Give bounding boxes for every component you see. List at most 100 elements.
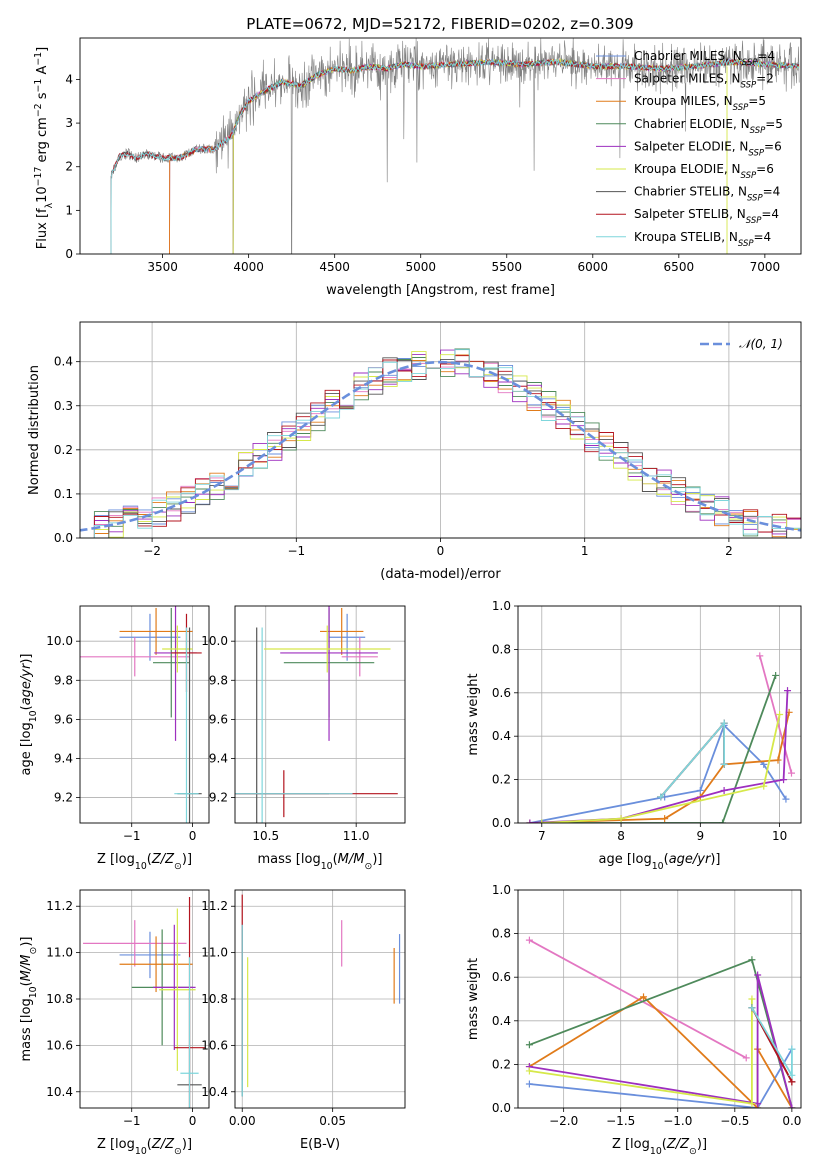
legend-label-name: Salpeter ELODIE, N [634, 139, 748, 153]
x-tick-label: 8 [617, 829, 625, 843]
weight-marker [782, 795, 790, 803]
x-tick-label: 7 [538, 829, 546, 843]
weight-line [529, 690, 789, 823]
x-tick-label: 1 [581, 544, 589, 558]
label-part: ⊙ [174, 861, 182, 872]
weight-marker [640, 993, 648, 1001]
y-tick-label: 11.2 [46, 899, 73, 913]
label-part: ⊙ [174, 1146, 182, 1157]
weight-marker [696, 786, 704, 794]
weight-line [758, 655, 793, 774]
label-part: ( [19, 705, 34, 710]
weight-marker [788, 1078, 796, 1086]
weight-marker [720, 760, 728, 768]
x-tick-label: 9 [697, 829, 705, 843]
label-part: Z/Z [151, 1137, 175, 1152]
weight_vs_Z-ylabel: mass weight [466, 958, 481, 1040]
weight-marker [784, 687, 792, 695]
y-tick-label: 10.6 [46, 1038, 73, 1052]
legend-label-name: Kroupa STELIB, N [634, 230, 738, 244]
weight-marker [617, 815, 625, 823]
age_vs_Z-axes: −1 0 9.2 9.4 9.6 9.8 10.0 [46, 606, 209, 843]
label-part: M/M [19, 955, 34, 982]
legend-label-value: =6 [764, 139, 782, 153]
mass_vs_Z-xlabel: Z [log10(Z/Z⊙)] [97, 1137, 192, 1157]
legend-label-name: Chabrier MILES, N [634, 49, 742, 63]
label-part: ] [35, 47, 50, 52]
legend-label: Chabrier ELODIE, NSSP=5 [634, 117, 783, 136]
weight-marker [525, 1067, 533, 1075]
legend-label-sub: SSP [741, 81, 757, 91]
y-tick-label: 2 [65, 160, 73, 174]
x-tick-label: −0.5 [720, 1114, 749, 1128]
y-tick-label: 0 [65, 247, 73, 261]
legend-label-sub: SSP [748, 148, 764, 158]
spectrum-frame [79, 37, 802, 255]
y-tick-label: 0.2 [54, 443, 73, 457]
weight_vs_Z-axes: −2.0 −1.5 −1.0 −0.5 0.0 0.0 0.2 0.4 0.6 0.8 1.0 [492, 883, 802, 1128]
y-tick-label: 10.4 [201, 1085, 228, 1099]
y-tick-label: 10.4 [46, 1085, 73, 1099]
y-tick-label: 1.0 [492, 599, 511, 613]
weight-marker [526, 819, 534, 823]
weight-marker [780, 776, 788, 784]
x-tick-label: 4000 [233, 260, 264, 274]
weight-marker [760, 782, 768, 790]
label-part: erg cm [35, 117, 50, 166]
label-part: 10 [28, 986, 39, 998]
label-part: )] [182, 852, 192, 867]
weight-marker [719, 819, 727, 823]
label-part: mass [log [19, 998, 34, 1061]
y-tick-label: 3 [65, 116, 73, 130]
legend-label: Chabrier MILES, NSSP=4 [634, 49, 775, 68]
weight-marker [661, 815, 669, 823]
label-part: age/yr [669, 852, 712, 867]
y-tick-label: 9.2 [54, 791, 73, 805]
y-tick-label: 0.6 [492, 686, 511, 700]
legend-label-name: Salpeter MILES, N [634, 72, 741, 86]
label-part: ⊙ [689, 1146, 697, 1157]
legend-label: Chabrier STELIB, NSSP=4 [634, 185, 780, 204]
legend-label-sub: SSP [747, 194, 763, 204]
y-tick-label: 0.2 [492, 1057, 511, 1071]
label-part: )] [710, 852, 720, 867]
weight-line [529, 712, 790, 823]
panels: 3500 4000 4500 5000 5500 6000 6500 700001234Cha… [19, 37, 802, 1157]
y-tick-label: 11.2 [201, 899, 228, 913]
label-part: 10 [135, 1146, 147, 1157]
y-tick-label: 10.8 [201, 992, 228, 1006]
legend-label-name: Chabrier STELIB, N [634, 185, 747, 199]
legend-label-name: Chabrier ELODIE, N [634, 117, 750, 131]
mass_vs_Z-frame [79, 889, 210, 1109]
legend-label: Salpeter ELODIE, NSSP=6 [634, 139, 782, 158]
mass_vs_ebv-axes: 0.00 0.05 10.4 10.6 10.8 11.0 11.2 [201, 890, 405, 1128]
weight-line [528, 939, 747, 1059]
legend-label-value: =4 [757, 49, 775, 63]
weight-marker [756, 652, 764, 660]
age_vs_Z-xlabel: Z [log10(Z/Z⊙)] [97, 852, 192, 872]
legend-label-value: =4 [761, 207, 779, 221]
normal-curve [80, 360, 801, 532]
y-tick-label: 0.3 [54, 399, 73, 413]
y-tick-label: 0.8 [492, 642, 511, 656]
legend-label-sub: SSP [750, 126, 766, 136]
legend-label: Salpeter MILES, NSSP=2 [634, 72, 774, 91]
age_vs_mass-points [235, 606, 398, 823]
weight-marker [742, 1054, 750, 1062]
legend-label-value: =2 [756, 72, 774, 86]
label-part: age [log [598, 852, 651, 867]
label-part: age [log [19, 722, 34, 775]
figure-title: PLATE=0672, MJD=52172, FIBERID=0202, z=0… [246, 15, 633, 33]
y-tick-label: 0.1 [54, 487, 73, 501]
age_vs_Z-ylabel: age [log10(age/yr)] [19, 653, 39, 775]
label-part: ( [333, 852, 338, 867]
x-tick-label: 0.00 [229, 1114, 256, 1128]
legend-label: Kroupa ELODIE, NSSP=6 [634, 162, 774, 181]
label-part: ⊙ [364, 861, 372, 872]
weight-marker [772, 671, 780, 679]
label-part: Z/Z [666, 1137, 690, 1152]
x-tick-label: 10 [772, 829, 787, 843]
label-part: Z/Z [151, 852, 175, 867]
y-tick-label: 4 [65, 72, 73, 86]
x-tick-label: 0.0 [782, 1114, 801, 1128]
